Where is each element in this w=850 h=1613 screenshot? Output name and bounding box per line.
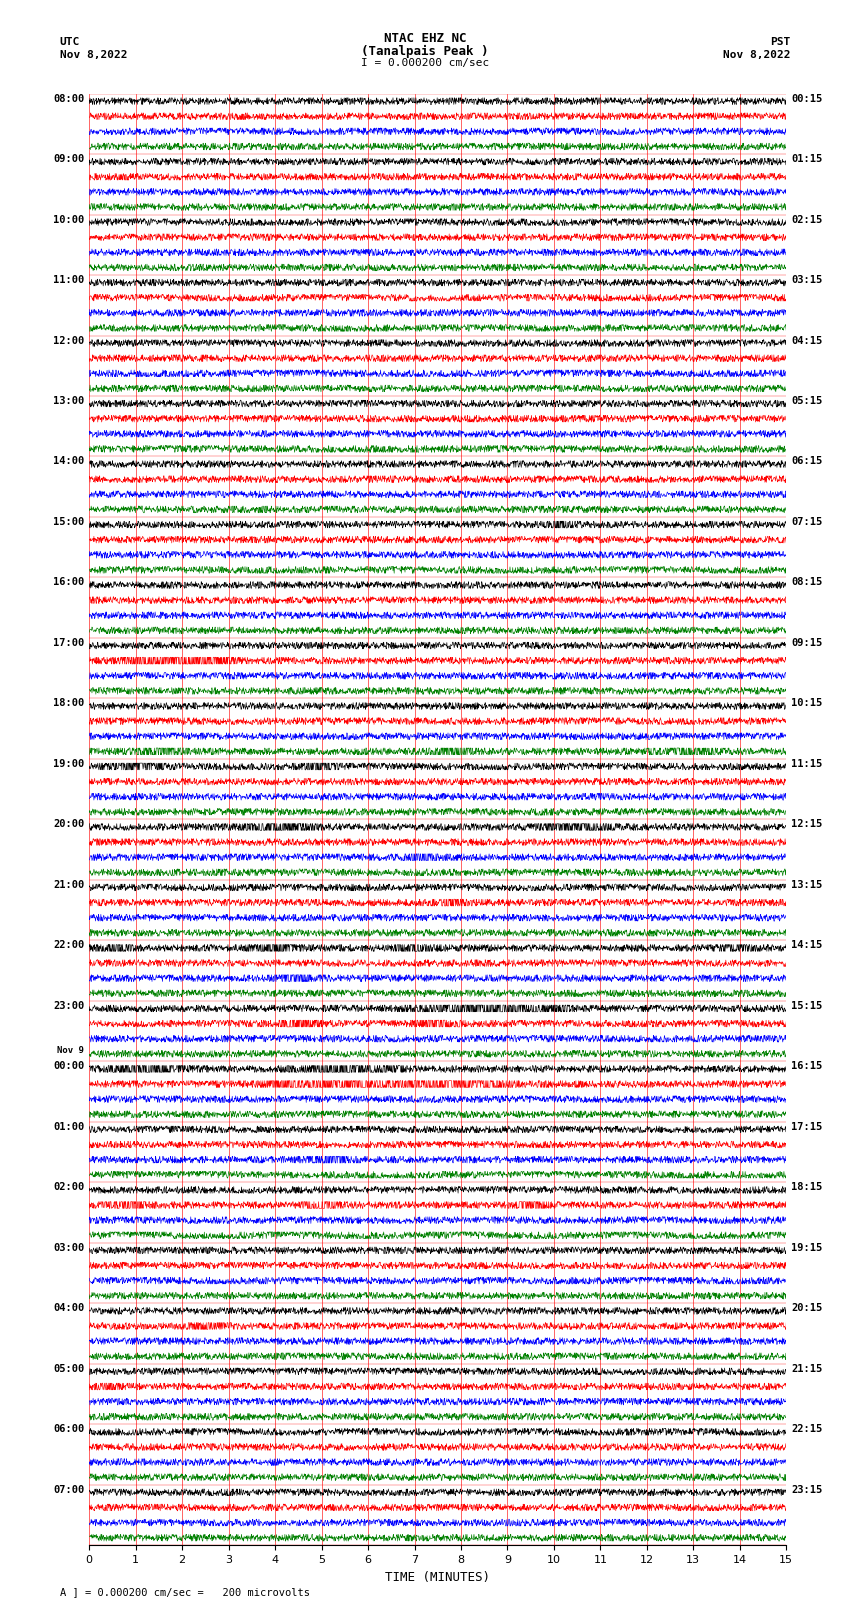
- Text: 23:00: 23:00: [53, 1000, 84, 1011]
- Text: 12:00: 12:00: [53, 336, 84, 345]
- Text: 03:15: 03:15: [791, 276, 823, 286]
- Text: 14:15: 14:15: [791, 940, 823, 950]
- Text: 17:00: 17:00: [53, 637, 84, 648]
- Text: I = 0.000200 cm/sec: I = 0.000200 cm/sec: [361, 58, 489, 68]
- Text: (Tanalpais Peak ): (Tanalpais Peak ): [361, 45, 489, 58]
- Text: A ] = 0.000200 cm/sec =   200 microvolts: A ] = 0.000200 cm/sec = 200 microvolts: [60, 1587, 309, 1597]
- Text: 04:15: 04:15: [791, 336, 823, 345]
- Text: 21:15: 21:15: [791, 1365, 823, 1374]
- Text: NTAC EHZ NC: NTAC EHZ NC: [383, 32, 467, 45]
- Text: 09:00: 09:00: [53, 155, 84, 165]
- Text: 15:00: 15:00: [53, 518, 84, 527]
- Text: 13:15: 13:15: [791, 881, 823, 890]
- Text: 02:00: 02:00: [53, 1182, 84, 1192]
- Text: 09:15: 09:15: [791, 637, 823, 648]
- Text: 08:15: 08:15: [791, 577, 823, 587]
- Text: 19:15: 19:15: [791, 1242, 823, 1253]
- Text: 07:00: 07:00: [53, 1486, 84, 1495]
- Text: 00:15: 00:15: [791, 94, 823, 103]
- Text: 01:00: 01:00: [53, 1123, 84, 1132]
- Text: 16:15: 16:15: [791, 1061, 823, 1071]
- Text: 07:15: 07:15: [791, 518, 823, 527]
- Text: 03:00: 03:00: [53, 1242, 84, 1253]
- X-axis label: TIME (MINUTES): TIME (MINUTES): [385, 1571, 490, 1584]
- Text: 06:00: 06:00: [53, 1424, 84, 1434]
- Text: 18:00: 18:00: [53, 698, 84, 708]
- Text: 18:15: 18:15: [791, 1182, 823, 1192]
- Text: 05:00: 05:00: [53, 1365, 84, 1374]
- Text: 20:15: 20:15: [791, 1303, 823, 1313]
- Text: 05:15: 05:15: [791, 397, 823, 406]
- Text: UTC: UTC: [60, 37, 80, 47]
- Text: 06:15: 06:15: [791, 456, 823, 466]
- Text: 22:00: 22:00: [53, 940, 84, 950]
- Text: 20:00: 20:00: [53, 819, 84, 829]
- Text: 00:00: 00:00: [53, 1061, 84, 1071]
- Text: 23:15: 23:15: [791, 1486, 823, 1495]
- Text: 04:00: 04:00: [53, 1303, 84, 1313]
- Text: 11:15: 11:15: [791, 758, 823, 769]
- Text: 21:00: 21:00: [53, 881, 84, 890]
- Text: 10:15: 10:15: [791, 698, 823, 708]
- Text: 12:15: 12:15: [791, 819, 823, 829]
- Text: 22:15: 22:15: [791, 1424, 823, 1434]
- Text: 15:15: 15:15: [791, 1000, 823, 1011]
- Text: 13:00: 13:00: [53, 397, 84, 406]
- Text: 16:00: 16:00: [53, 577, 84, 587]
- Text: 08:00: 08:00: [53, 94, 84, 103]
- Text: 17:15: 17:15: [791, 1123, 823, 1132]
- Text: 01:15: 01:15: [791, 155, 823, 165]
- Text: PST: PST: [770, 37, 790, 47]
- Text: 11:00: 11:00: [53, 276, 84, 286]
- Text: 14:00: 14:00: [53, 456, 84, 466]
- Text: 10:00: 10:00: [53, 215, 84, 224]
- Text: Nov 8,2022: Nov 8,2022: [723, 50, 791, 60]
- Text: Nov 8,2022: Nov 8,2022: [60, 50, 127, 60]
- Text: 02:15: 02:15: [791, 215, 823, 224]
- Text: 19:00: 19:00: [53, 758, 84, 769]
- Text: Nov 9: Nov 9: [57, 1045, 84, 1055]
